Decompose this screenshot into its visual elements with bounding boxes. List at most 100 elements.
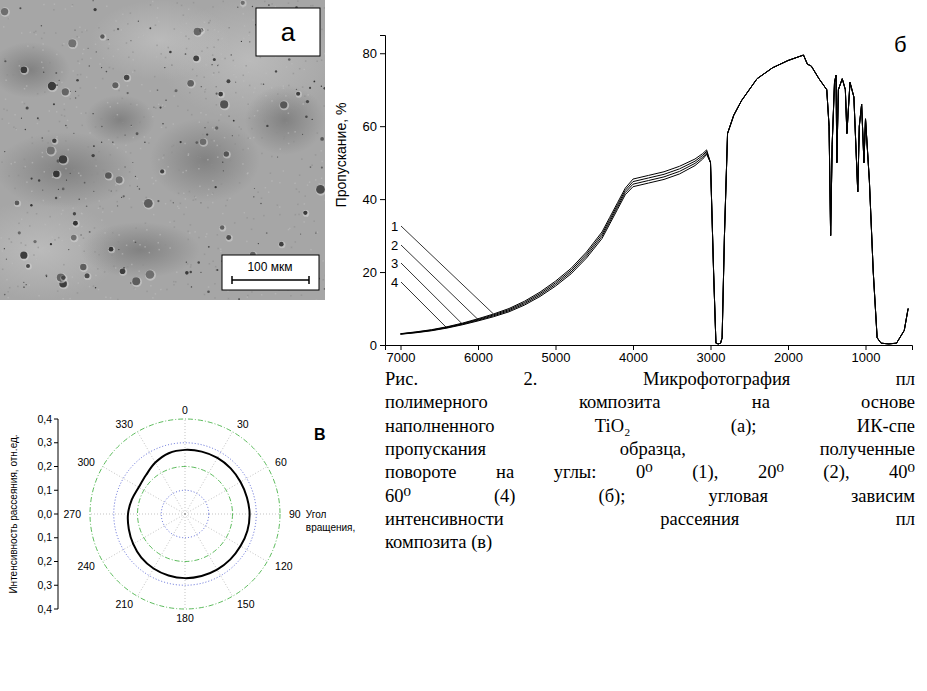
- texture-grain: [209, 263, 211, 265]
- texture-grain: [268, 191, 270, 193]
- texture-grain: [44, 171, 46, 173]
- texture-grain: [172, 50, 174, 52]
- texture-grain: [218, 120, 220, 122]
- texture-grain: [158, 249, 160, 251]
- texture-grain: [295, 214, 297, 216]
- caption-line: Рис.2.Микрофотографияпл: [385, 369, 915, 389]
- texture-halo: [46, 146, 56, 156]
- tick-label: 0,3: [37, 436, 52, 448]
- texture-grain: [249, 32, 251, 33]
- texture-grain: [110, 106, 112, 108]
- texture-halo: [132, 277, 142, 287]
- texture-grain: [24, 103, 26, 105]
- texture-grain: [188, 155, 190, 157]
- texture-grain: [190, 266, 192, 268]
- texture-grain: [15, 128, 16, 130]
- texture-dot: [101, 142, 102, 143]
- texture-grain: [217, 234, 219, 236]
- texture-grain: [242, 96, 244, 98]
- texture-grain: [186, 23, 188, 25]
- texture-dot: [80, 234, 82, 236]
- caption-word: полимерного: [385, 392, 488, 412]
- texture-dot: [162, 123, 164, 125]
- texture-dot: [73, 133, 74, 134]
- texture-grain: [243, 80, 245, 82]
- caption-word: рассеяния: [660, 509, 740, 529]
- tick-label: 0,4: [37, 603, 52, 615]
- texture-grain: [220, 53, 222, 55]
- texture-grain: [148, 108, 150, 110]
- texture-grain: [323, 279, 325, 281]
- texture-halo: [115, 176, 125, 186]
- texture-grain: [81, 31, 83, 33]
- texture-dot: [216, 93, 218, 95]
- tick: 6000: [464, 345, 493, 365]
- texture-dot: [89, 231, 91, 233]
- caption-word: образца,: [620, 439, 686, 459]
- texture-grain: [95, 126, 97, 128]
- texture-grain: [202, 134, 204, 136]
- texture-dot: [80, 264, 86, 270]
- texture-grain: [243, 75, 245, 77]
- texture-grain: [185, 36, 187, 38]
- texture-grain: [89, 132, 91, 134]
- texture-grain: [304, 95, 306, 97]
- texture-grain: [33, 47, 35, 49]
- texture-grain: [225, 205, 227, 207]
- texture-grain: [171, 152, 173, 154]
- texture-grain: [310, 249, 312, 251]
- texture-grain: [42, 140, 44, 142]
- texture-grain: [277, 93, 279, 95]
- texture-grain: [62, 298, 64, 300]
- texture-grain: [162, 157, 164, 159]
- texture-dot: [193, 55, 199, 61]
- caption-word: (1),: [692, 462, 718, 483]
- tick-label: 0,4: [37, 413, 52, 425]
- texture-dot: [50, 243, 52, 245]
- angle-tick-label: 60: [275, 456, 287, 468]
- caption-word: на: [496, 462, 514, 482]
- texture-grain: [42, 49, 44, 51]
- texture-grain: [249, 138, 251, 140]
- texture-grain: [159, 234, 161, 236]
- texture-grain: [177, 105, 179, 107]
- texture-grain: [85, 198, 87, 200]
- texture-grain: [162, 105, 164, 107]
- texture-dot: [146, 270, 155, 279]
- texture-grain: [48, 130, 50, 132]
- texture-grain: [18, 175, 20, 177]
- texture-dot: [253, 196, 254, 197]
- texture-dot: [45, 275, 47, 277]
- texture-grain: [122, 98, 124, 100]
- texture-grain: [81, 125, 83, 127]
- texture-dot: [215, 186, 217, 188]
- texture-dot: [62, 188, 65, 191]
- texture-grain: [94, 227, 96, 229]
- texture-dot: [157, 89, 158, 90]
- texture-grain: [56, 136, 58, 138]
- texture-grain: [44, 32, 46, 34]
- texture-halo: [56, 273, 67, 284]
- caption-line: композита(в): [385, 532, 492, 553]
- texture-grain: [312, 5, 314, 7]
- texture-grain: [290, 295, 292, 297]
- texture-grain: [213, 46, 215, 48]
- texture-grain: [220, 114, 222, 116]
- texture-dot: [137, 186, 138, 187]
- texture-grain: [234, 65, 236, 67]
- texture-grain: [155, 107, 157, 109]
- texture-grain: [117, 49, 119, 51]
- texture-dot: [43, 72, 44, 73]
- texture-grain: [324, 7, 325, 9]
- texture-grain: [48, 166, 50, 168]
- texture-grain: [303, 221, 305, 223]
- texture-dot: [84, 182, 86, 184]
- texture-grain: [143, 116, 145, 118]
- texture-grain: [235, 76, 237, 78]
- texture-dot: [135, 176, 136, 177]
- texture-grain: [156, 17, 158, 19]
- texture-grain: [1, 161, 3, 163]
- texture-dark: [150, 118, 260, 202]
- texture-dot: [316, 185, 325, 194]
- texture-grain: [156, 56, 158, 58]
